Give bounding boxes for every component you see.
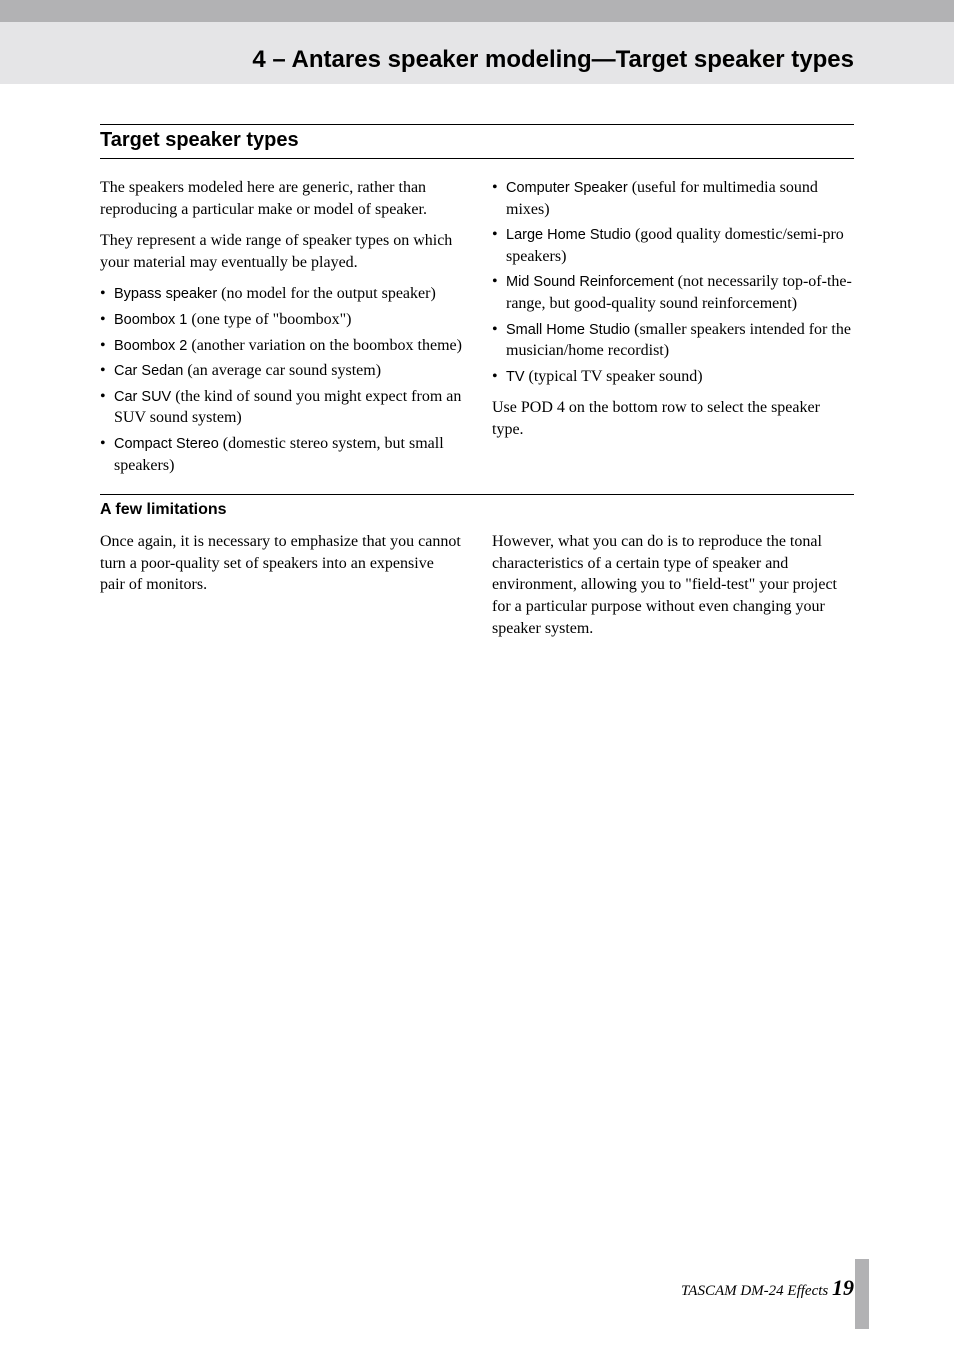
side-tab	[855, 1259, 869, 1329]
list-item: Large Home Studio (good quality domestic…	[492, 224, 854, 267]
list-term: TV	[506, 369, 525, 385]
section1-body: The speakers modeled here are generic, r…	[100, 177, 854, 476]
list-item: Car SUV (the kind of sound you might exp…	[100, 386, 462, 429]
section-title-target-speaker-types: Target speaker types	[100, 124, 854, 159]
list-item: Car Sedan (an average car sound system)	[100, 360, 462, 382]
page-footer: TASCAM DM-24 Effects 19	[681, 1275, 854, 1301]
list-item: Small Home Studio (smaller speakers inte…	[492, 319, 854, 362]
section1-p3: Use POD 4 on the bottom row to select th…	[492, 397, 854, 440]
list-term: Car Sedan	[114, 363, 183, 379]
list-term: Mid Sound Reinforcement	[506, 274, 674, 290]
list-item: Bypass speaker (no model for the output …	[100, 283, 462, 305]
list-desc: (no model for the output speaker)	[217, 285, 436, 302]
section-title-limitations: A few limitations	[100, 494, 854, 523]
list-item: Computer Speaker (useful for multimedia …	[492, 177, 854, 220]
list-item: Mid Sound Reinforcement (not necessarily…	[492, 271, 854, 314]
list-term: Compact Stereo	[114, 436, 219, 452]
footer-doc-title: TASCAM DM-24 Effects	[681, 1283, 832, 1299]
page-content: Target speaker types The speakers modele…	[0, 84, 954, 639]
list-item: Boombox 2 (another variation on the boom…	[100, 335, 462, 357]
list-term: Car SUV	[114, 389, 171, 405]
page-number: 19	[832, 1275, 854, 1300]
list-desc: (typical TV speaker sound)	[525, 368, 703, 385]
list-term: Computer Speaker	[506, 180, 628, 196]
list-item: Boombox 1 (one type of "boombox")	[100, 309, 462, 331]
list-term: Boombox 2	[114, 338, 187, 354]
list-term: Large Home Studio	[506, 227, 631, 243]
section2-p1: Once again, it is necessary to emphasize…	[100, 531, 462, 596]
section1-p2: They represent a wide range of speaker t…	[100, 230, 462, 273]
chapter-header-band: 4 – Antares speaker modeling—Target spea…	[0, 22, 954, 84]
list-term: Boombox 1	[114, 312, 187, 328]
list-desc: (an average car sound system)	[183, 362, 381, 379]
list-term: Small Home Studio	[506, 322, 630, 338]
section2-body: Once again, it is necessary to emphasize…	[100, 531, 854, 639]
section2-p2: However, what you can do is to reproduce…	[492, 531, 854, 639]
list-desc: (another variation on the boombox theme)	[187, 337, 462, 354]
list-item: TV (typical TV speaker sound)	[492, 366, 854, 388]
section1-p1: The speakers modeled here are generic, r…	[100, 177, 462, 220]
list-item: Compact Stereo (domestic stereo system, …	[100, 433, 462, 476]
list-desc: (one type of "boombox")	[187, 311, 351, 328]
chapter-heading: 4 – Antares speaker modeling—Target spea…	[100, 46, 854, 74]
list-term: Bypass speaker	[114, 286, 217, 302]
top-bar	[0, 0, 954, 22]
